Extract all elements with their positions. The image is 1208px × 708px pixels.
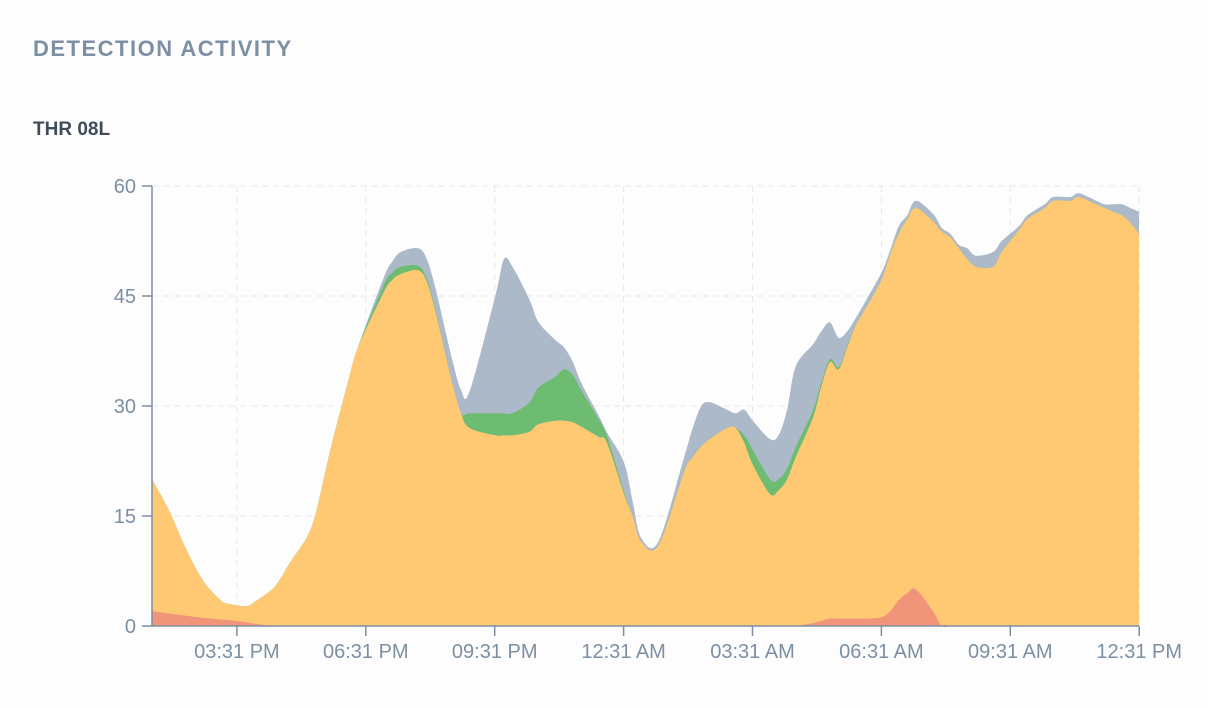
areas <box>152 193 1139 628</box>
x-tick-label: 03:31 AM <box>710 641 795 663</box>
section-title: DETECTION ACTIVITY <box>33 36 293 61</box>
series-area <box>152 588 1139 628</box>
x-tick-label: 03:31 PM <box>194 641 280 663</box>
x-tick-label: 09:31 PM <box>452 641 538 663</box>
y-tick-label: 15 <box>114 506 136 528</box>
axes: 0 15 30 45 60 03:31 PM 06:31 PM 09:31 PM 12:31 A… <box>114 176 1182 663</box>
x-tick-label: 06:31 PM <box>323 641 409 663</box>
x-tick-label: 06:31 AM <box>839 641 924 663</box>
chart-title: THR 08L <box>33 119 111 140</box>
series-area <box>152 196 1139 626</box>
x-tick-label: 09:31 AM <box>968 641 1053 663</box>
y-tick-label: 45 <box>114 286 136 308</box>
y-tick-label: 30 <box>114 396 136 418</box>
x-tick-label: 12:31 PM <box>1096 641 1182 663</box>
x-tick-label: 12:31 AM <box>581 641 666 663</box>
y-tick-label: 60 <box>114 176 136 198</box>
y-tick-label: 0 <box>125 616 136 638</box>
